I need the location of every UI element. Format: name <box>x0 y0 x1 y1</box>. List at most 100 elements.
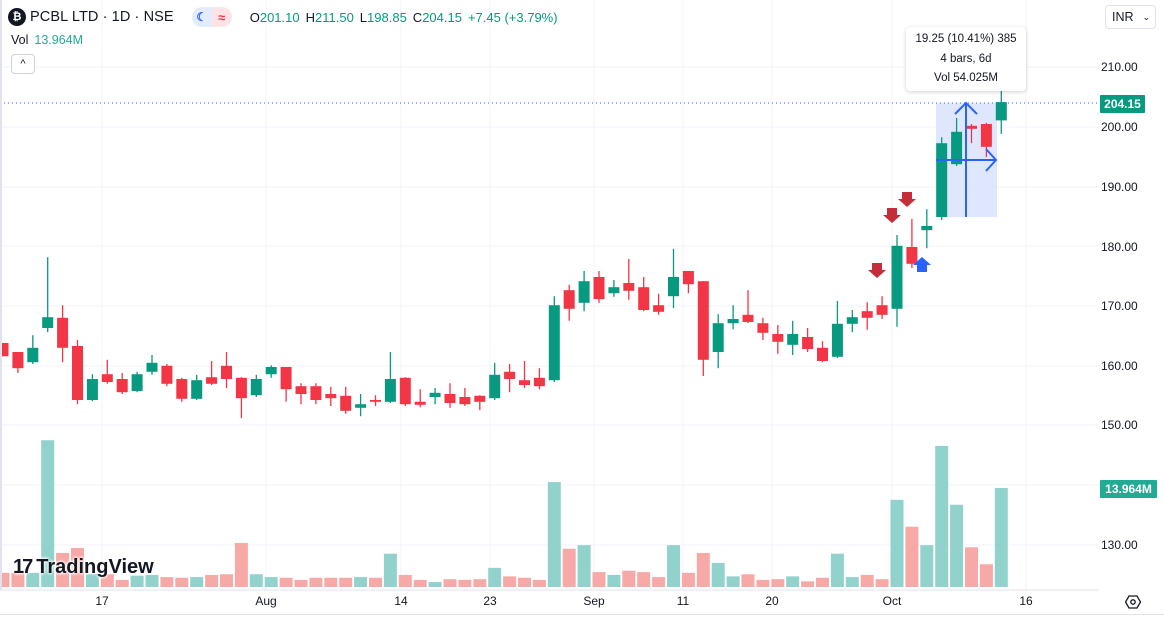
time-tick: 17 <box>95 594 109 608</box>
volume-bar <box>935 445 949 587</box>
volume-bar <box>309 577 323 587</box>
candle-body <box>221 365 232 379</box>
candle-body <box>980 124 992 147</box>
volume-bar <box>115 579 129 587</box>
collapse-legend-button[interactable]: ^ <box>11 54 35 74</box>
market-closed-moon-icon[interactable]: ☾ <box>191 7 212 27</box>
close-value: C204.15 <box>412 9 462 25</box>
volume-bar <box>607 574 621 587</box>
volume-bar <box>220 574 233 587</box>
volume-bar <box>637 572 651 587</box>
volume-bar <box>532 579 546 587</box>
price-tick: 180.00 <box>1101 240 1138 254</box>
sell-signal-arrow-icon <box>868 263 886 278</box>
time-tick: 20 <box>765 594 779 608</box>
candle-body <box>593 277 605 300</box>
high-value: H211.50 <box>305 9 354 25</box>
volume-value: 13.964M <box>34 33 84 47</box>
buy-signal-arrow-icon <box>913 257 931 272</box>
delayed-data-icon[interactable]: ≈ <box>211 7 232 27</box>
candle-body <box>638 287 650 310</box>
volume-bar <box>249 574 263 587</box>
volume-bar <box>667 545 680 587</box>
volume-bar <box>473 579 487 587</box>
candle-body <box>891 245 903 309</box>
candle-body <box>101 374 113 382</box>
candle-body <box>489 374 501 399</box>
last-volume-badge: 13.964M <box>1100 480 1157 498</box>
candle-body <box>206 377 218 384</box>
candle-body <box>429 392 441 397</box>
volume-bar <box>786 576 800 587</box>
volume-bar <box>160 577 174 587</box>
measure-tooltip: 19.25 (10.41%) 385 4 bars, 6d Vol 54.025… <box>906 27 1026 91</box>
volume-bar <box>875 579 889 587</box>
volume-bar <box>428 582 442 587</box>
volume-label: Vol <box>11 33 29 47</box>
candle-body <box>0 343 9 357</box>
volume-bar <box>234 543 248 587</box>
price-tick: 210.00 <box>1101 60 1138 74</box>
volume-bar <box>860 574 874 587</box>
candle-body <box>608 287 620 294</box>
candle-body <box>533 377 545 387</box>
chart-settings-button[interactable] <box>1124 593 1142 611</box>
candle-body <box>161 365 173 384</box>
volume-bar <box>0 572 10 587</box>
time-tick: Sep <box>583 594 605 608</box>
low-value: L198.85 <box>359 9 407 25</box>
chevron-down-icon: ⌄ <box>1142 11 1150 22</box>
bottom-border <box>0 614 1164 615</box>
volume-bar <box>771 579 785 587</box>
volume-bar <box>175 577 189 587</box>
candle-body <box>250 379 262 396</box>
volume-bar <box>577 545 591 587</box>
volume-bar <box>681 572 695 587</box>
candle-body <box>295 386 307 394</box>
candle-body <box>42 317 54 328</box>
volume-bar <box>920 545 934 587</box>
volume-bar <box>905 526 919 587</box>
volume-bar <box>711 562 725 587</box>
price-tick: 170.00 <box>1101 299 1138 313</box>
measure-change: 19.25 (10.41%) 385 <box>915 33 1017 45</box>
candle-body <box>27 347 39 363</box>
volume-bar <box>488 567 502 587</box>
volume-bar <box>56 552 70 587</box>
volume-bar <box>890 499 904 587</box>
volume-bar <box>845 577 859 587</box>
time-tick: Aug <box>255 594 277 608</box>
time-tick: 11 <box>676 594 690 608</box>
sell-signal-arrow-icon <box>898 192 916 207</box>
currency-select[interactable]: INR ⌄ <box>1105 5 1156 29</box>
candle-body <box>846 317 858 324</box>
left-border <box>0 0 2 590</box>
price-tick: 190.00 <box>1101 180 1138 194</box>
candle-body <box>340 395 352 411</box>
candle-body <box>548 305 560 381</box>
candle-body <box>772 334 784 342</box>
candle-body <box>936 143 948 217</box>
candle-body <box>668 277 679 297</box>
candle-body <box>757 323 769 333</box>
time-tick: Oct <box>882 594 902 608</box>
settings-hexagon-icon <box>1125 595 1141 609</box>
symbol-title[interactable]: PCBL LTD · 1D · NSE <box>30 9 174 25</box>
tradingview-watermark[interactable]: 17 TradingView <box>13 556 154 579</box>
volume-bar <box>547 482 561 587</box>
candle-body <box>712 323 724 352</box>
time-tick: 23 <box>483 594 497 608</box>
volume-bar <box>979 564 993 587</box>
candle-body <box>235 377 247 399</box>
candle-body <box>131 374 143 391</box>
measure-right-arrow-icon <box>985 148 998 172</box>
candle-body <box>310 386 322 400</box>
candle-body <box>414 401 426 405</box>
price-tick: 200.00 <box>1101 120 1138 134</box>
volume-bar <box>41 440 55 587</box>
candle-body <box>355 404 367 408</box>
candle-body <box>787 334 799 345</box>
candle-body <box>697 281 709 360</box>
volume-bar <box>383 553 397 587</box>
